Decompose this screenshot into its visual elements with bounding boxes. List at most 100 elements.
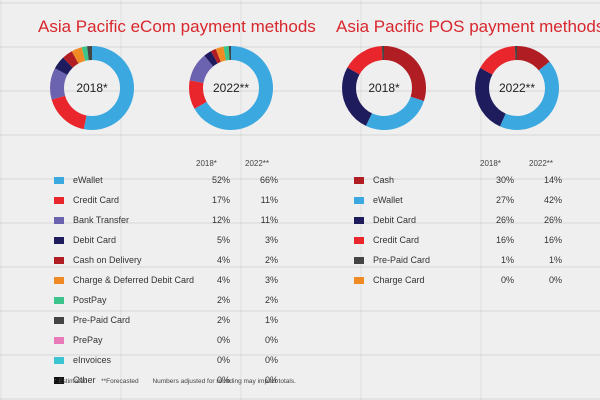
ecom-swatch-charge-deferred-debit-card	[54, 277, 64, 284]
pos-value-2018-charge-card: 0%	[500, 275, 514, 285]
ecom-label-debit-card: Debit Card	[73, 235, 117, 245]
pos-value-2022-credit-card: 16%	[543, 235, 562, 245]
ecom-label-postpay: PostPay	[73, 295, 107, 305]
pos-value-2022-charge-card: 0%	[548, 275, 562, 285]
ecom-row-einvoices: eInvoices 0% 0%	[0, 353, 300, 373]
ecom-value-2018-credit-card: 17%	[211, 195, 230, 205]
ecom-value-2018-ewallet: 52%	[211, 175, 230, 185]
ecom-value-2018-charge-deferred-debit-card: 4%	[216, 275, 230, 285]
ecom-panel: Asia Pacific eCom payment methods 2018* …	[0, 17, 316, 393]
ecom-value-2022-debit-card: 3%	[264, 235, 278, 245]
ecom-donut-2018-svg	[50, 46, 134, 130]
ecom-value-2018-prepay: 0%	[216, 335, 230, 345]
pos-donut-2022-svg	[475, 46, 559, 130]
ecom-swatch-postpay	[54, 297, 64, 304]
ecom-donut-2018-label: 2018*	[76, 81, 108, 95]
ecom-value-2018-pre-paid-card: 2%	[216, 315, 230, 325]
ecom-value-2022-ewallet: 66%	[259, 175, 278, 185]
ecom-value-2018-other: 0%	[216, 375, 230, 385]
ecom-swatch-credit-card	[54, 197, 64, 204]
ecom-row-credit-card: Credit Card 17% 11%	[0, 193, 300, 213]
ecom-label-cash-on-delivery: Cash on Delivery	[73, 255, 142, 265]
pos-label-pre-paid-card: Pre-Paid Card	[373, 255, 431, 265]
pos-donut-2018-label: 2018*	[368, 81, 400, 95]
ecom-label-pre-paid-card: Pre-Paid Card	[73, 315, 131, 325]
ecom-donut-2022-label: 2022**	[212, 81, 250, 95]
ecom-slice-pre-paid-card	[189, 46, 273, 130]
ecom-row-prepay: PrePay 0% 0%	[0, 333, 300, 353]
pos-value-2018-ewallet: 27%	[495, 195, 514, 205]
ecom-donut-2022-svg	[189, 46, 273, 130]
ecom-swatch-ewallet	[54, 177, 64, 184]
pos-value-2022-debit-card: 26%	[543, 215, 562, 225]
pos-slice-ewallet	[342, 46, 426, 130]
ecom-label-credit-card: Credit Card	[73, 195, 120, 205]
pos-donut-2022: 2022**	[473, 44, 561, 132]
ecom-value-2022-postpay: 2%	[264, 295, 278, 305]
pos-value-2022-cash: 14%	[543, 175, 562, 185]
pos-value-2018-pre-paid-card: 1%	[500, 255, 514, 265]
pos-col-header-2018: 2018*	[480, 159, 501, 168]
pos-row-cash: Cash 30% 14%	[300, 173, 600, 193]
pos-value-2022-ewallet: 42%	[543, 195, 562, 205]
pos-title: Asia Pacific POS payment methods	[336, 17, 600, 36]
ecom-label-bank-transfer: Bank Transfer	[73, 215, 130, 225]
ecom-label-other: Other	[73, 375, 96, 385]
pos-swatch-credit-card	[354, 237, 364, 244]
pos-label-credit-card: Credit Card	[373, 235, 420, 245]
ecom-swatch-cash-on-delivery	[54, 257, 64, 264]
ecom-value-2022-einvoices: 0%	[264, 355, 278, 365]
pos-donut-2022-label: 2022**	[498, 81, 536, 95]
pos-swatch-debit-card	[354, 217, 364, 224]
pos-slice-pre-paid-card	[475, 46, 559, 130]
pos-row-credit-card: Credit Card 16% 16%	[300, 233, 600, 253]
ecom-row-charge-deferred-debit-card: Charge & Deferred Debit Card 4% 3%	[0, 273, 300, 293]
ecom-row-bank-transfer: Bank Transfer 12% 11%	[0, 213, 300, 233]
footnote-estimated: * Estimated	[54, 378, 88, 385]
ecom-label-einvoices: eInvoices	[73, 355, 112, 365]
ecom-row-postpay: PostPay 2% 2%	[0, 293, 300, 313]
footnotes: * Estimated **Forecasted Numbers adjuste…	[54, 378, 308, 385]
ecom-legend-table: eWallet 52% 66% Credit Card 17% 11% Bank Trans…	[0, 173, 300, 393]
ecom-swatch-pre-paid-card	[54, 317, 64, 324]
ecom-label-ewallet: eWallet	[73, 175, 103, 185]
pos-label-cash: Cash	[373, 175, 395, 185]
pos-swatch-cash	[354, 177, 364, 184]
ecom-swatch-prepay	[54, 337, 64, 344]
pos-col-header-2022: 2022**	[529, 159, 554, 168]
ecom-value-2018-bank-transfer: 12%	[211, 215, 230, 225]
pos-value-2018-credit-card: 16%	[495, 235, 514, 245]
pos-row-ewallet: eWallet 27% 42%	[300, 193, 600, 213]
ecom-row-debit-card: Debit Card 5% 3%	[0, 233, 300, 253]
ecom-swatch-bank-transfer	[54, 217, 64, 224]
pos-slice-debit-card	[342, 46, 426, 130]
ecom-row-pre-paid-card: Pre-Paid Card 2% 1%	[0, 313, 300, 333]
ecom-swatch-einvoices	[54, 357, 64, 364]
pos-value-2022-pre-paid-card: 1%	[548, 255, 562, 265]
ecom-swatch-debit-card	[54, 237, 64, 244]
footnote-rounding: Numbers adjusted for rounding may impact…	[152, 378, 296, 385]
pos-row-pre-paid-card: Pre-Paid Card 1% 1%	[300, 253, 600, 273]
ecom-value-2022-charge-deferred-debit-card: 3%	[264, 275, 278, 285]
pos-legend-table: Cash 30% 14% eWallet 27% 42% Debit Card 26% 26% C…	[300, 173, 600, 293]
ecom-row-cash-on-delivery: Cash on Delivery 4% 2%	[0, 253, 300, 273]
footnote-forecasted: **Forecasted	[101, 378, 139, 385]
pos-row-charge-card: Charge Card 0% 0%	[300, 273, 600, 293]
ecom-donut-2022: 2022**	[187, 44, 275, 132]
pos-label-debit-card: Debit Card	[373, 215, 417, 225]
ecom-value-2022-pre-paid-card: 1%	[264, 315, 278, 325]
ecom-value-2022-other: 0%	[264, 375, 278, 385]
ecom-value-2022-prepay: 0%	[264, 335, 278, 345]
ecom-label-charge-deferred-debit-card: Charge & Deferred Debit Card	[73, 275, 195, 285]
pos-donut-2018: 2018*	[340, 44, 428, 132]
ecom-slice-pre-paid-card	[50, 46, 134, 130]
ecom-title: Asia Pacific eCom payment methods	[38, 17, 316, 36]
pos-panel: Asia Pacific POS payment methods 2018* 2…	[300, 0, 600, 400]
pos-swatch-ewallet	[354, 197, 364, 204]
pos-slice-ewallet	[475, 46, 559, 130]
ecom-value-2022-cash-on-delivery: 2%	[264, 255, 278, 265]
ecom-value-2018-debit-card: 5%	[216, 235, 230, 245]
pos-label-charge-card: Charge Card	[373, 275, 425, 285]
pos-donut-2018-svg	[342, 46, 426, 130]
